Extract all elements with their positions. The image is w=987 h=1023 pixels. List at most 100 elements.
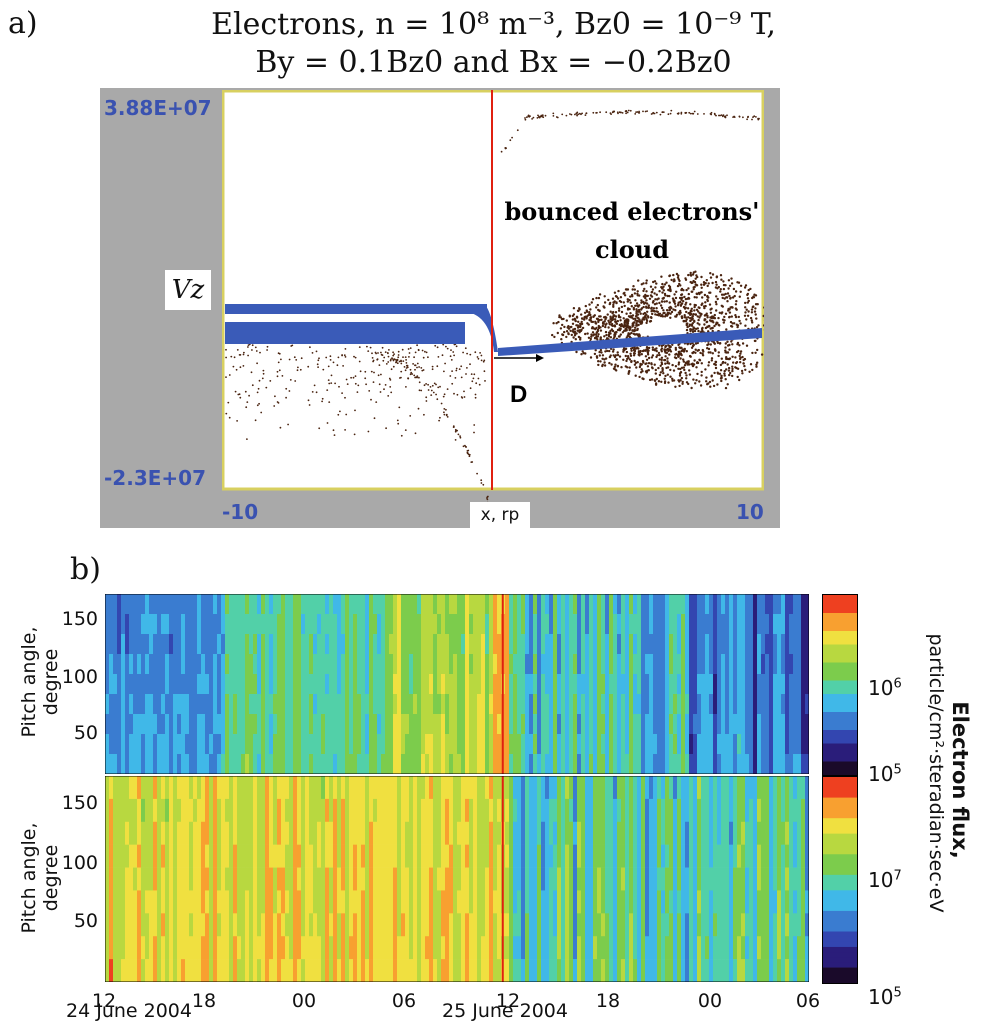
scatter-point (388, 377, 391, 380)
top-heatmap-cell (269, 654, 274, 675)
top-heatmap-cell (633, 734, 638, 755)
top-heatmap-cell (325, 614, 330, 635)
top-heatmap-cell (805, 754, 809, 774)
top-heatmap-cell (309, 714, 314, 735)
bottom-heatmap-cell (593, 798, 598, 823)
bottom-heatmap-cell (309, 867, 314, 891)
top-heatmap-cell (485, 634, 490, 655)
top-heatmap-cell (213, 654, 218, 675)
bottom-heatmap-cell (333, 913, 338, 937)
bottom-heatmap-cell (385, 776, 390, 800)
bottom-heatmap-cell (137, 844, 142, 868)
scatter-point (616, 351, 619, 354)
scatter-point (476, 356, 479, 358)
scatter-point (725, 368, 728, 371)
top-heatmap-cell (105, 634, 110, 655)
scatter-point (397, 422, 400, 425)
scatter-point (723, 374, 726, 377)
top-heatmap-cell (369, 714, 374, 735)
top-heatmap-cell (309, 694, 314, 715)
bottom-heatmap-cell (113, 867, 118, 891)
top-heatmap-cell (413, 754, 418, 774)
scatter-point (613, 365, 617, 368)
top-heatmap-cell (117, 694, 122, 715)
top-heatmap-cell (497, 754, 502, 774)
bottom-heatmap-cell (285, 776, 290, 800)
scatter-point (443, 393, 446, 396)
bottom-heatmap-cell (309, 844, 314, 868)
bottom-heatmap-cell (121, 890, 126, 914)
bottom-heatmap-cell (565, 913, 570, 937)
scatter-point (645, 306, 648, 309)
top-heatmap-cell (469, 594, 474, 615)
scatter-point (656, 354, 659, 357)
top-heatmap-cell (409, 734, 414, 755)
scatter-point (710, 113, 713, 116)
top-heatmap-cell (445, 594, 450, 615)
top-heatmap-cell (481, 634, 486, 655)
top-heatmap-cell (221, 614, 226, 635)
bottom-heatmap-cell (265, 844, 270, 868)
bottom-heatmap-cell (537, 798, 542, 823)
bottom-heatmap-cell (449, 821, 454, 845)
top-heatmap-cell (565, 634, 570, 655)
bottom-heatmap-cell (605, 798, 610, 823)
scatter-point (636, 327, 639, 331)
bottom-heatmap-cell (469, 890, 474, 914)
top-heatmap-cell (333, 594, 338, 615)
scatter-point (703, 113, 705, 115)
bottom-heatmap-cell (209, 798, 214, 823)
top-heatmap-cell (229, 694, 234, 715)
top-heatmap-cell (633, 654, 638, 675)
top-heatmap-cell (757, 654, 762, 675)
top-heatmap-cell (269, 734, 274, 755)
top-heatmap-cell (169, 734, 174, 755)
bottom-heatmap-cell (305, 890, 310, 914)
bottom-heatmap-cell (141, 798, 146, 823)
top-heatmap-cell (469, 734, 474, 755)
top-heatmap-cell (553, 734, 558, 755)
scatter-point (630, 347, 633, 350)
top-heatmap-cell (197, 754, 202, 774)
bottom-heatmap-cell (481, 776, 486, 800)
top-heatmap-cell (249, 754, 254, 774)
top-heatmap-cell (313, 694, 318, 715)
bottom-heatmap-cell (377, 936, 382, 960)
top-heatmap-cell (761, 634, 766, 655)
top-heatmap-cell (217, 594, 222, 615)
scatter-point (571, 322, 575, 325)
bottom-heatmap-cell (193, 776, 198, 800)
top-heatmap-cell (745, 694, 750, 715)
bottom-heatmap-cell (321, 936, 326, 960)
top-heatmap-cell (369, 654, 374, 675)
top-heatmap-cell (433, 674, 438, 695)
blue-band-turn (467, 304, 498, 352)
top-heatmap-cell (133, 694, 138, 715)
scatter-point (748, 370, 751, 373)
scatter-point (683, 368, 686, 372)
top-heatmap-cell (237, 614, 242, 635)
scatter-point (280, 358, 282, 361)
top-heatmap-cell (665, 634, 670, 655)
bottom-heatmap-cell (637, 913, 642, 937)
scatter-point (682, 358, 685, 361)
scatter-point (735, 323, 738, 326)
top-heatmap-cell (461, 734, 466, 755)
bottom-heatmap-cell (273, 798, 278, 823)
scatter-point (455, 345, 458, 348)
top-heatmap-cell (225, 714, 230, 735)
bottom-heatmap-cell (265, 776, 270, 800)
bottom-heatmap-cell (393, 890, 398, 914)
bottom-heatmap-cell (445, 844, 450, 868)
top-heatmap-cell (225, 654, 230, 675)
scatter-point (663, 300, 666, 303)
bottom-heatmap-cell (113, 821, 118, 845)
top-heatmap-cell (585, 614, 590, 635)
bottom-heatmap-cell (105, 890, 110, 914)
bottom-heatmap-cell (209, 959, 214, 982)
scatter-point (698, 316, 701, 319)
top-heatmap-cell (229, 654, 234, 675)
top-heatmap-cell (741, 634, 746, 655)
scatter-point (487, 495, 489, 498)
scatter-point (647, 369, 650, 372)
